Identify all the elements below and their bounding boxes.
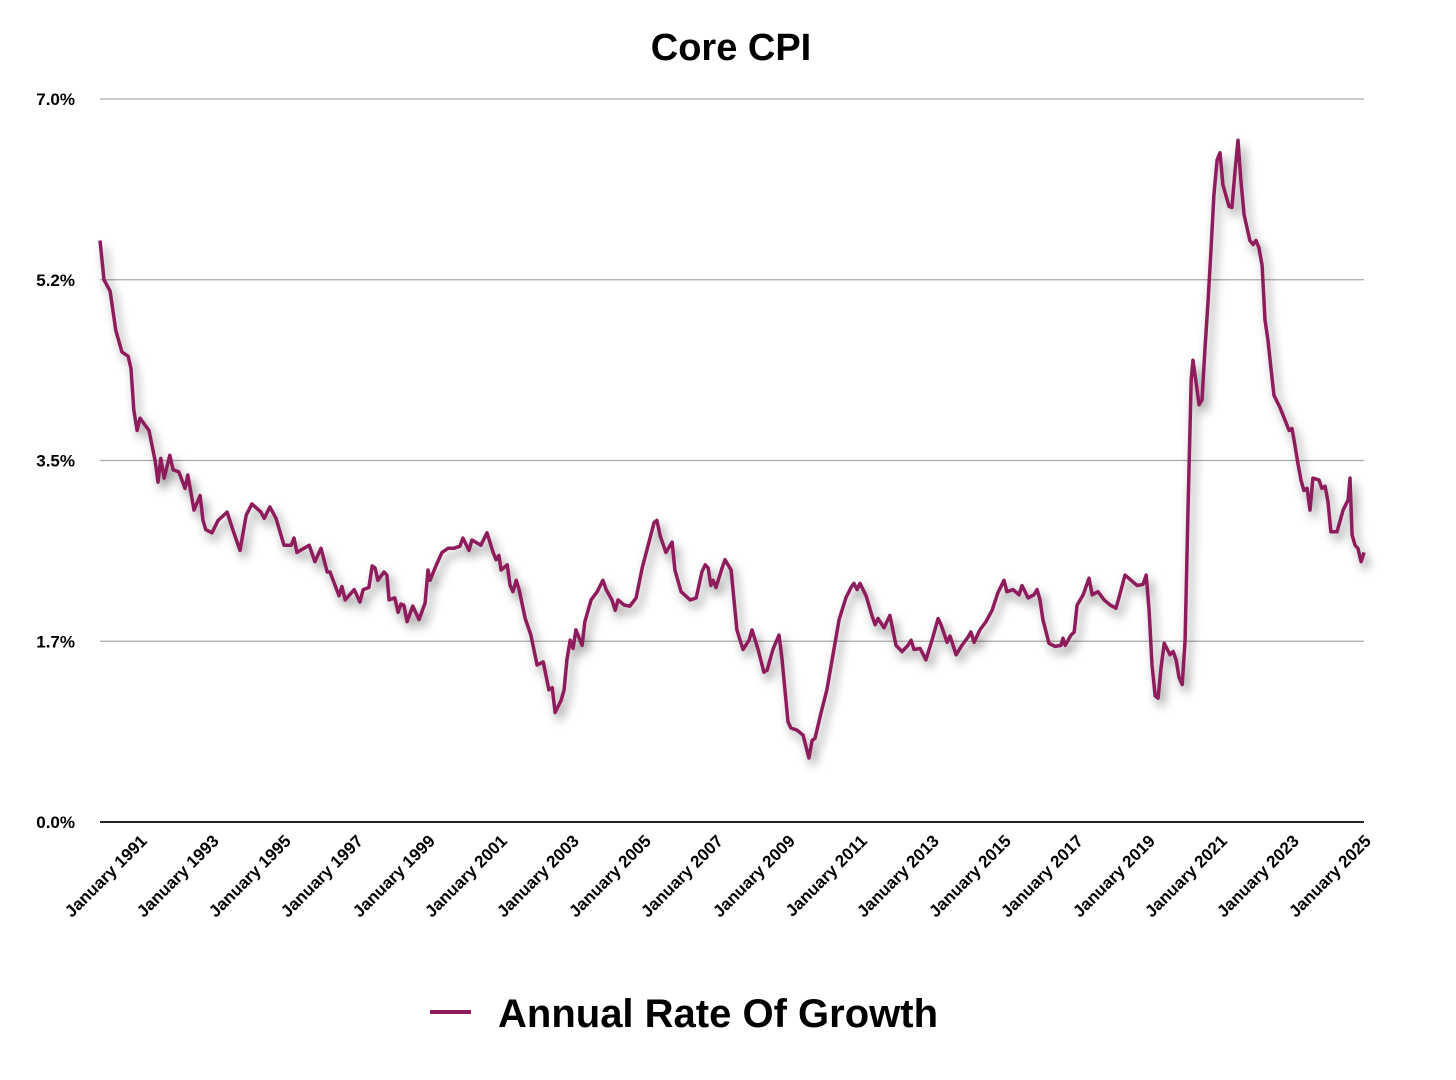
- y-tick-label: 0.0%: [36, 813, 75, 832]
- y-axis-ticks: 0.0% 1.7% 3.5% 5.2% 7.0%: [36, 90, 75, 832]
- y-tick-label: 7.0%: [36, 90, 75, 109]
- legend: Annual Rate Of Growth: [430, 992, 938, 1036]
- chart-title: Core CPI: [651, 27, 811, 69]
- series-layer: [98, 138, 1366, 760]
- gridlines: [100, 98, 1364, 823]
- y-tick-label: 1.7%: [36, 632, 75, 651]
- y-tick-label: 3.5%: [36, 452, 75, 471]
- legend-label: Annual Rate Of Growth: [498, 992, 938, 1036]
- series-line-annual-rate-of-growth: [98, 138, 1366, 760]
- y-tick-label: 5.2%: [36, 271, 75, 290]
